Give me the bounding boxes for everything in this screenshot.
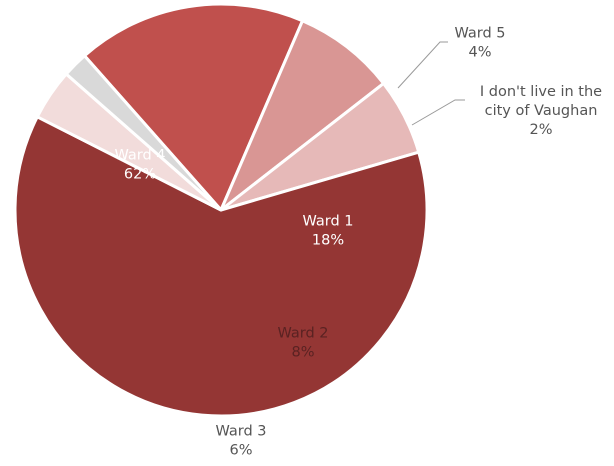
- slice-label-ward-4: Ward 4 62%: [114, 148, 165, 183]
- slice-category-label: Ward 1: [302, 214, 353, 230]
- pie-slice-i-don-t-live-in-the-city-of-vaughan: [64, 54, 223, 212]
- slice-category-label: I don't live in the: [480, 84, 602, 100]
- slice-category-label: Ward 4: [114, 148, 165, 164]
- slice-value-label: 62%: [124, 167, 156, 183]
- slice-value-label: 2%: [529, 122, 552, 138]
- slice-label-ward-5: Ward 5 4%: [454, 26, 505, 61]
- slice-category-label: Ward 5: [454, 26, 505, 42]
- slice-value-label: 8%: [291, 345, 314, 361]
- pie-slice-ward-4: [13, 115, 429, 418]
- leader-line-i-don-t-live-in-the-city-of-vaughan: [411, 99, 465, 126]
- slice-labels: Ward 1 18% Ward 2 8% Ward 3 6% Ward 4 62% Ward 5…: [114, 26, 602, 459]
- pie-slice-ward-1: [83, 2, 304, 212]
- slice-category-label: Ward 2: [277, 326, 328, 342]
- slice-label-ward-1: Ward 1 18%: [302, 214, 353, 249]
- leader-lines: [397, 41, 465, 126]
- leader-line-ward-5: [397, 41, 448, 89]
- slice-value-label: 4%: [468, 45, 491, 61]
- slice-value-label: 18%: [312, 233, 344, 249]
- slice-category-label: city of Vaughan: [485, 103, 598, 119]
- pie-slices: [13, 2, 429, 418]
- slice-value-label: 6%: [229, 443, 252, 459]
- slice-label-i-don-t-live-in-the-city-of-vaughan: I don't live in the city of Vaughan 2%: [480, 84, 602, 138]
- slice-category-label: Ward 3: [215, 424, 266, 440]
- pie-slice-ward-2: [219, 19, 386, 212]
- slice-label-ward-2: Ward 2 8%: [277, 326, 328, 361]
- slice-label-ward-3: Ward 3 6%: [215, 424, 266, 459]
